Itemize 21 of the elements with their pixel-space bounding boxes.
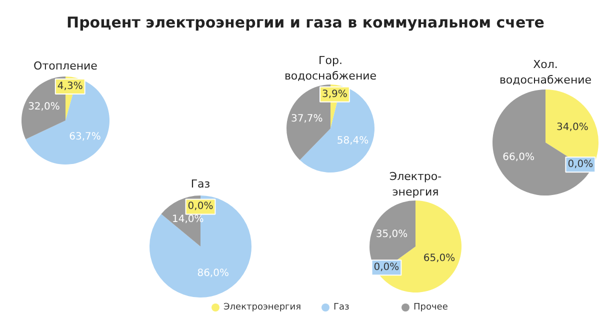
chart-title: Гор. водоснабжение [284,54,377,82]
text: 0,0% [374,262,400,274]
data-label: 65,0% [423,253,456,264]
text: 0,0% [568,159,594,170]
data-label: 63,7% [69,131,101,142]
data-label: 37,7% [290,113,323,124]
chart-title: Хол. водоснабжение [499,58,592,86]
chart-title: Отопление [34,60,98,72]
data-label: 34,0% [556,122,588,134]
data-label: 58,4% [336,135,369,146]
text: 0,0% [188,201,214,212]
data-label: 35,0% [376,228,408,240]
legend-label: Газ [334,302,350,312]
legend-label: Прочее [414,302,448,312]
legend-label: Электроэнергия [224,302,302,312]
data-label: 66,0% [502,152,534,163]
data-label: 86,0% [197,268,229,279]
chart-title: Газ [190,178,210,190]
text: Процент электроэнергии и газа в коммунальном счете [66,14,544,32]
chart-title: Электро- энергия [389,170,442,198]
data-label: 32,0% [28,101,60,112]
